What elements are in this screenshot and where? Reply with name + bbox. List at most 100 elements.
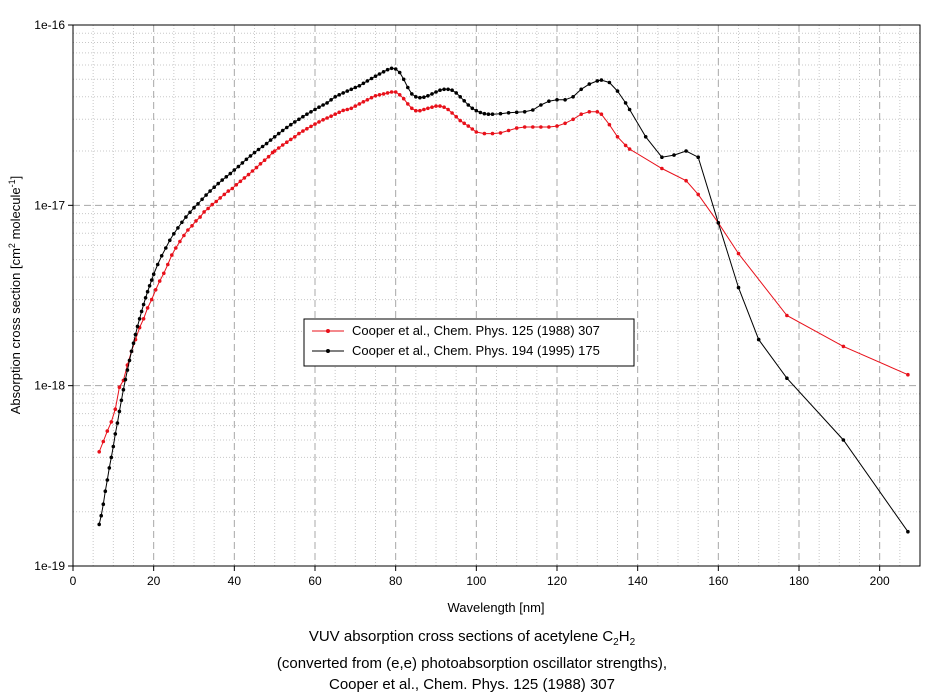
series-1-point: [349, 106, 354, 111]
series-2-point: [248, 154, 253, 158]
series-2-point: [125, 368, 130, 372]
x-axis-label: Wavelength [nm]: [447, 600, 544, 615]
series-2-point: [260, 144, 265, 149]
series-1-point: [297, 131, 301, 136]
series-1-point: [101, 439, 106, 444]
series-1-point: [141, 317, 146, 321]
series-2-point: [361, 81, 366, 86]
series-1-point: [482, 131, 487, 136]
series-2-point: [785, 376, 789, 381]
series-2-point: [285, 125, 289, 130]
series-2-point: [137, 317, 142, 321]
series-2-point: [252, 150, 257, 155]
series-1-point: [426, 106, 430, 111]
y-axis: 1e-16 1e-17 1e-18 1e-19: [34, 18, 73, 573]
series-2-point: [121, 387, 126, 392]
series-2-point: [109, 455, 114, 460]
series-2-point: [426, 94, 430, 98]
legend-label-series-1: Cooper et al., Chem. Phys. 125 (1988) 30…: [352, 323, 600, 338]
series-2-point: [571, 95, 575, 99]
series-1-point: [385, 91, 390, 95]
y-tick-label: 1e-18: [34, 379, 65, 393]
series-1-point: [446, 107, 450, 112]
series-1-point: [242, 176, 247, 180]
series-1-point: [736, 251, 741, 256]
series-1-point: [272, 149, 277, 153]
series-2-point: [297, 117, 301, 122]
series-2-point: [216, 181, 220, 186]
series-2-point: [418, 95, 422, 100]
series-1-point: [547, 125, 551, 129]
series-2-point: [393, 67, 398, 71]
x-tick-label: 60: [308, 574, 322, 588]
series-2-point: [410, 92, 414, 96]
series-2-point: [599, 78, 604, 82]
plot-area-frame: [72, 24, 921, 567]
series-2-point: [244, 157, 249, 162]
series-2-point: [430, 92, 434, 96]
series-2-point: [555, 98, 559, 102]
x-tick-label: 160: [708, 574, 728, 588]
series-2-point: [147, 284, 152, 288]
series-1-point: [109, 420, 114, 424]
series-2-point: [450, 88, 454, 92]
series-1-point: [607, 122, 612, 127]
figure-caption: VUV absorption cross sections of acetyle…: [0, 626, 944, 695]
y-tick-label: 1e-19: [34, 559, 65, 573]
series-2-point: [349, 87, 354, 92]
caption-line-3: Cooper et al., Chem. Phys. 125 (1988) 30…: [329, 676, 615, 693]
series-2-point: [119, 398, 124, 403]
series-1-point: [182, 233, 186, 238]
series-1-point: [157, 279, 162, 283]
series-1-point: [410, 106, 414, 111]
series-2-point: [99, 513, 103, 518]
series-1-point: [170, 253, 174, 257]
series-1-point: [466, 124, 471, 128]
series-2-point: [329, 98, 333, 102]
series-layer: [97, 66, 910, 534]
series-1-point: [149, 297, 154, 302]
series-1-point: [785, 313, 789, 318]
series-2-point: [111, 444, 116, 449]
series-2-point: [434, 90, 438, 94]
series-1-point: [498, 131, 503, 135]
legend-marker-series-1: [326, 329, 330, 333]
series-2-point: [276, 131, 281, 136]
series-2-point: [224, 175, 229, 179]
x-axis: 0 20 40 60 80 100 120 140 160 180 200: [70, 566, 890, 588]
series-2-point: [736, 285, 741, 290]
series-1-point: [309, 124, 313, 129]
series-2-point: [643, 135, 648, 139]
series-2-point: [129, 349, 134, 354]
series-1-point: [406, 102, 410, 106]
series-2-point: [607, 80, 612, 85]
series-2-point: [385, 67, 390, 72]
series-1-point: [305, 126, 309, 131]
x-tick-label: 180: [789, 574, 809, 588]
series-1-point: [238, 179, 243, 184]
series-2-point: [220, 178, 224, 182]
series-1-point: [373, 94, 378, 98]
series-2-point: [438, 88, 442, 92]
series-2-point: [490, 112, 495, 116]
series-1-point: [317, 120, 321, 124]
series-1-point: [166, 262, 170, 267]
series-1-point: [174, 246, 178, 250]
series-2-point: [208, 189, 212, 193]
series-1-point: [262, 158, 267, 162]
series-2-point: [117, 409, 122, 414]
series-1-point: [389, 90, 394, 94]
series-1-point: [361, 100, 366, 104]
series-1-point: [454, 114, 459, 119]
series-1-point: [571, 117, 575, 122]
series-2-point: [563, 98, 567, 102]
series-2-point: [228, 171, 233, 176]
series-2-point: [470, 106, 475, 111]
series-1-point: [599, 112, 604, 116]
series-1-point: [418, 108, 422, 113]
series-2-point: [293, 120, 297, 124]
series-1-point: [430, 105, 434, 109]
series-2-point: [466, 103, 471, 107]
series-2-point: [131, 341, 136, 346]
series-1-point: [627, 147, 632, 151]
